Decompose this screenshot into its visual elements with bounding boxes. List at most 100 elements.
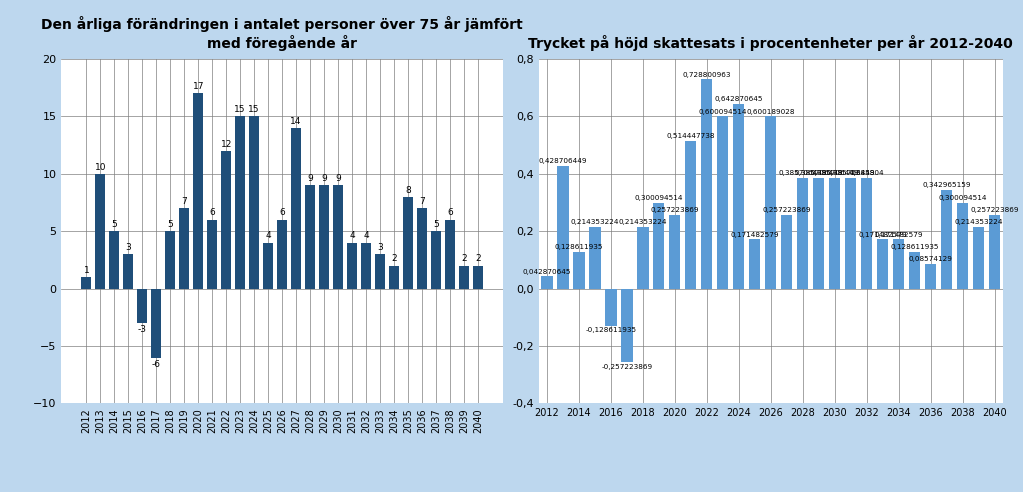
Bar bbox=[733, 104, 745, 289]
Text: 0,642870645: 0,642870645 bbox=[714, 96, 763, 102]
Text: 0,042870645: 0,042870645 bbox=[523, 269, 571, 275]
Bar bbox=[166, 231, 175, 289]
Bar bbox=[797, 178, 808, 289]
Text: 0,128611935: 0,128611935 bbox=[890, 244, 939, 250]
Bar bbox=[909, 252, 921, 289]
Bar bbox=[277, 220, 287, 289]
Bar bbox=[589, 227, 601, 289]
Text: 8: 8 bbox=[405, 185, 411, 194]
Text: 0,300094514: 0,300094514 bbox=[938, 195, 987, 201]
Bar bbox=[347, 243, 357, 289]
Text: 9: 9 bbox=[336, 174, 341, 183]
Bar bbox=[749, 240, 760, 289]
Text: 0,300094514: 0,300094514 bbox=[634, 195, 683, 201]
Bar bbox=[305, 185, 315, 289]
Bar bbox=[151, 289, 162, 358]
Bar bbox=[179, 208, 189, 289]
Bar bbox=[782, 215, 793, 289]
Bar bbox=[221, 151, 231, 289]
Bar bbox=[82, 277, 91, 289]
Bar bbox=[877, 240, 888, 289]
Bar bbox=[861, 178, 873, 289]
Text: 0,214353224: 0,214353224 bbox=[619, 219, 667, 225]
Title: Trycket på höjd skattesats i procentenheter per år 2012-2040: Trycket på höjd skattesats i procentenhe… bbox=[529, 35, 1013, 51]
Bar bbox=[375, 254, 385, 289]
Bar bbox=[606, 289, 617, 326]
Text: 10: 10 bbox=[94, 162, 106, 172]
Bar bbox=[941, 190, 952, 289]
Text: 12: 12 bbox=[221, 140, 232, 149]
Bar bbox=[957, 203, 968, 289]
Text: 4: 4 bbox=[265, 231, 271, 241]
Text: 0,214353224: 0,214353224 bbox=[954, 219, 1003, 225]
Text: 0,385706449: 0,385706449 bbox=[795, 170, 843, 176]
Bar bbox=[292, 128, 301, 289]
Bar bbox=[95, 174, 105, 289]
Bar bbox=[403, 197, 413, 289]
Title: Den årliga förändringen i antalet personer över 75 år jämfört
med föregående år: Den årliga förändringen i antalet person… bbox=[41, 16, 523, 51]
Text: 4: 4 bbox=[363, 231, 369, 241]
Text: 0,600094514: 0,600094514 bbox=[699, 109, 747, 115]
Bar bbox=[685, 141, 697, 289]
Text: 0,600189028: 0,600189028 bbox=[747, 109, 795, 115]
Text: -6: -6 bbox=[151, 360, 161, 369]
Text: 7: 7 bbox=[181, 197, 187, 206]
Text: 1: 1 bbox=[84, 266, 89, 275]
Text: 0,728800963: 0,728800963 bbox=[682, 72, 731, 78]
Bar bbox=[459, 266, 469, 289]
Bar bbox=[765, 117, 776, 289]
Text: 6: 6 bbox=[279, 209, 285, 217]
Text: 0,385706449: 0,385706449 bbox=[827, 170, 875, 176]
Text: 0,128611935: 0,128611935 bbox=[554, 244, 604, 250]
Text: 0,385706449: 0,385706449 bbox=[779, 170, 827, 176]
Bar bbox=[389, 266, 399, 289]
Bar bbox=[208, 220, 217, 289]
Bar bbox=[669, 215, 680, 289]
Bar bbox=[829, 178, 840, 289]
Text: 2: 2 bbox=[475, 254, 481, 263]
Bar bbox=[845, 178, 856, 289]
Bar bbox=[431, 231, 441, 289]
Bar bbox=[925, 264, 936, 289]
Text: 9: 9 bbox=[321, 174, 327, 183]
Bar bbox=[813, 178, 825, 289]
Text: 0,257223869: 0,257223869 bbox=[651, 207, 699, 213]
Bar bbox=[109, 231, 120, 289]
Text: 0,385804: 0,385804 bbox=[849, 170, 884, 176]
Bar bbox=[250, 117, 259, 289]
Bar bbox=[573, 252, 584, 289]
Text: 0,428706449: 0,428706449 bbox=[539, 158, 587, 164]
Bar bbox=[989, 215, 1000, 289]
Bar bbox=[193, 93, 204, 289]
Bar bbox=[445, 220, 455, 289]
Bar bbox=[361, 243, 371, 289]
Text: 14: 14 bbox=[291, 117, 302, 125]
Text: 2: 2 bbox=[391, 254, 397, 263]
Text: 0,342965159: 0,342965159 bbox=[923, 183, 971, 188]
Bar bbox=[473, 266, 483, 289]
Bar bbox=[235, 117, 246, 289]
Bar bbox=[541, 277, 552, 289]
Bar bbox=[717, 117, 728, 289]
Text: 3: 3 bbox=[126, 243, 131, 252]
Text: 17: 17 bbox=[192, 82, 204, 91]
Text: 7: 7 bbox=[419, 197, 425, 206]
Bar bbox=[973, 227, 984, 289]
Bar bbox=[701, 80, 712, 289]
Text: -3: -3 bbox=[138, 325, 146, 335]
Text: 9: 9 bbox=[307, 174, 313, 183]
Text: 0,257223869: 0,257223869 bbox=[762, 207, 811, 213]
Bar bbox=[417, 208, 427, 289]
Text: 0,171482579: 0,171482579 bbox=[858, 232, 907, 238]
Bar bbox=[124, 254, 133, 289]
Text: -0,128611935: -0,128611935 bbox=[585, 327, 636, 333]
Bar bbox=[558, 166, 569, 289]
Text: 5: 5 bbox=[168, 220, 173, 229]
Bar bbox=[637, 227, 649, 289]
Text: 4: 4 bbox=[349, 231, 355, 241]
Text: 0,08574129: 0,08574129 bbox=[908, 256, 952, 262]
Text: 2: 2 bbox=[461, 254, 466, 263]
Text: 0,385706449: 0,385706449 bbox=[810, 170, 859, 176]
Text: 5: 5 bbox=[112, 220, 118, 229]
Bar bbox=[319, 185, 329, 289]
